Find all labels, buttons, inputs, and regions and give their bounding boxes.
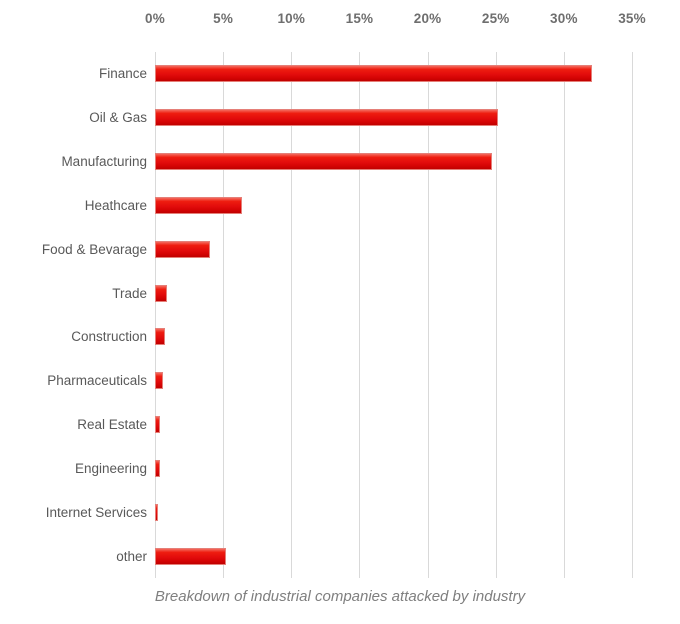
category-label: Manufacturing xyxy=(61,154,147,170)
bar-finance xyxy=(155,65,593,83)
category-label: Finance xyxy=(98,66,147,82)
category-label: Food & Bevarage xyxy=(41,241,147,257)
gridline xyxy=(563,52,565,578)
category-label: Engineering xyxy=(74,460,147,476)
category-label: Pharmaceuticals xyxy=(47,373,147,389)
x-tick-label: 20% xyxy=(413,11,442,26)
bar-other xyxy=(155,547,226,565)
gridline xyxy=(223,52,225,578)
x-tick-label: 10% xyxy=(277,11,306,26)
x-tick-label: 25% xyxy=(481,11,510,26)
gridline xyxy=(495,52,497,578)
category-label: Construction xyxy=(71,329,147,345)
gridline xyxy=(427,52,429,578)
bar-engineering xyxy=(155,459,161,477)
gridline xyxy=(632,52,633,578)
x-tick-label: 5% xyxy=(213,11,234,26)
x-tick-label: 15% xyxy=(345,11,374,26)
bar-heathcare xyxy=(155,196,243,214)
category-label: Oil & Gas xyxy=(89,110,147,126)
category-label: other xyxy=(116,548,147,564)
chart-caption: Breakdown of industrial companies attack… xyxy=(154,588,526,605)
bar-internet-services xyxy=(155,503,158,521)
bar-manufacturing xyxy=(155,153,492,171)
category-label: Internet Services xyxy=(45,504,147,520)
x-tick-label: 0% xyxy=(145,11,165,26)
category-label: Heathcare xyxy=(84,197,147,213)
gridline xyxy=(155,52,156,578)
category-label: Trade xyxy=(112,285,147,301)
bar-oil-gas xyxy=(155,109,499,127)
gridline xyxy=(291,52,293,578)
bar-real-estate xyxy=(155,416,161,434)
bar-pharmaceuticals xyxy=(155,372,164,390)
category-label: Real Estate xyxy=(77,417,147,433)
gridline xyxy=(359,52,361,578)
bar-construction xyxy=(155,328,165,346)
bar-food-bevarage xyxy=(155,240,210,258)
x-tick-label: 35% xyxy=(618,11,646,26)
bar-trade xyxy=(155,284,168,302)
x-tick-label: 30% xyxy=(550,11,578,26)
